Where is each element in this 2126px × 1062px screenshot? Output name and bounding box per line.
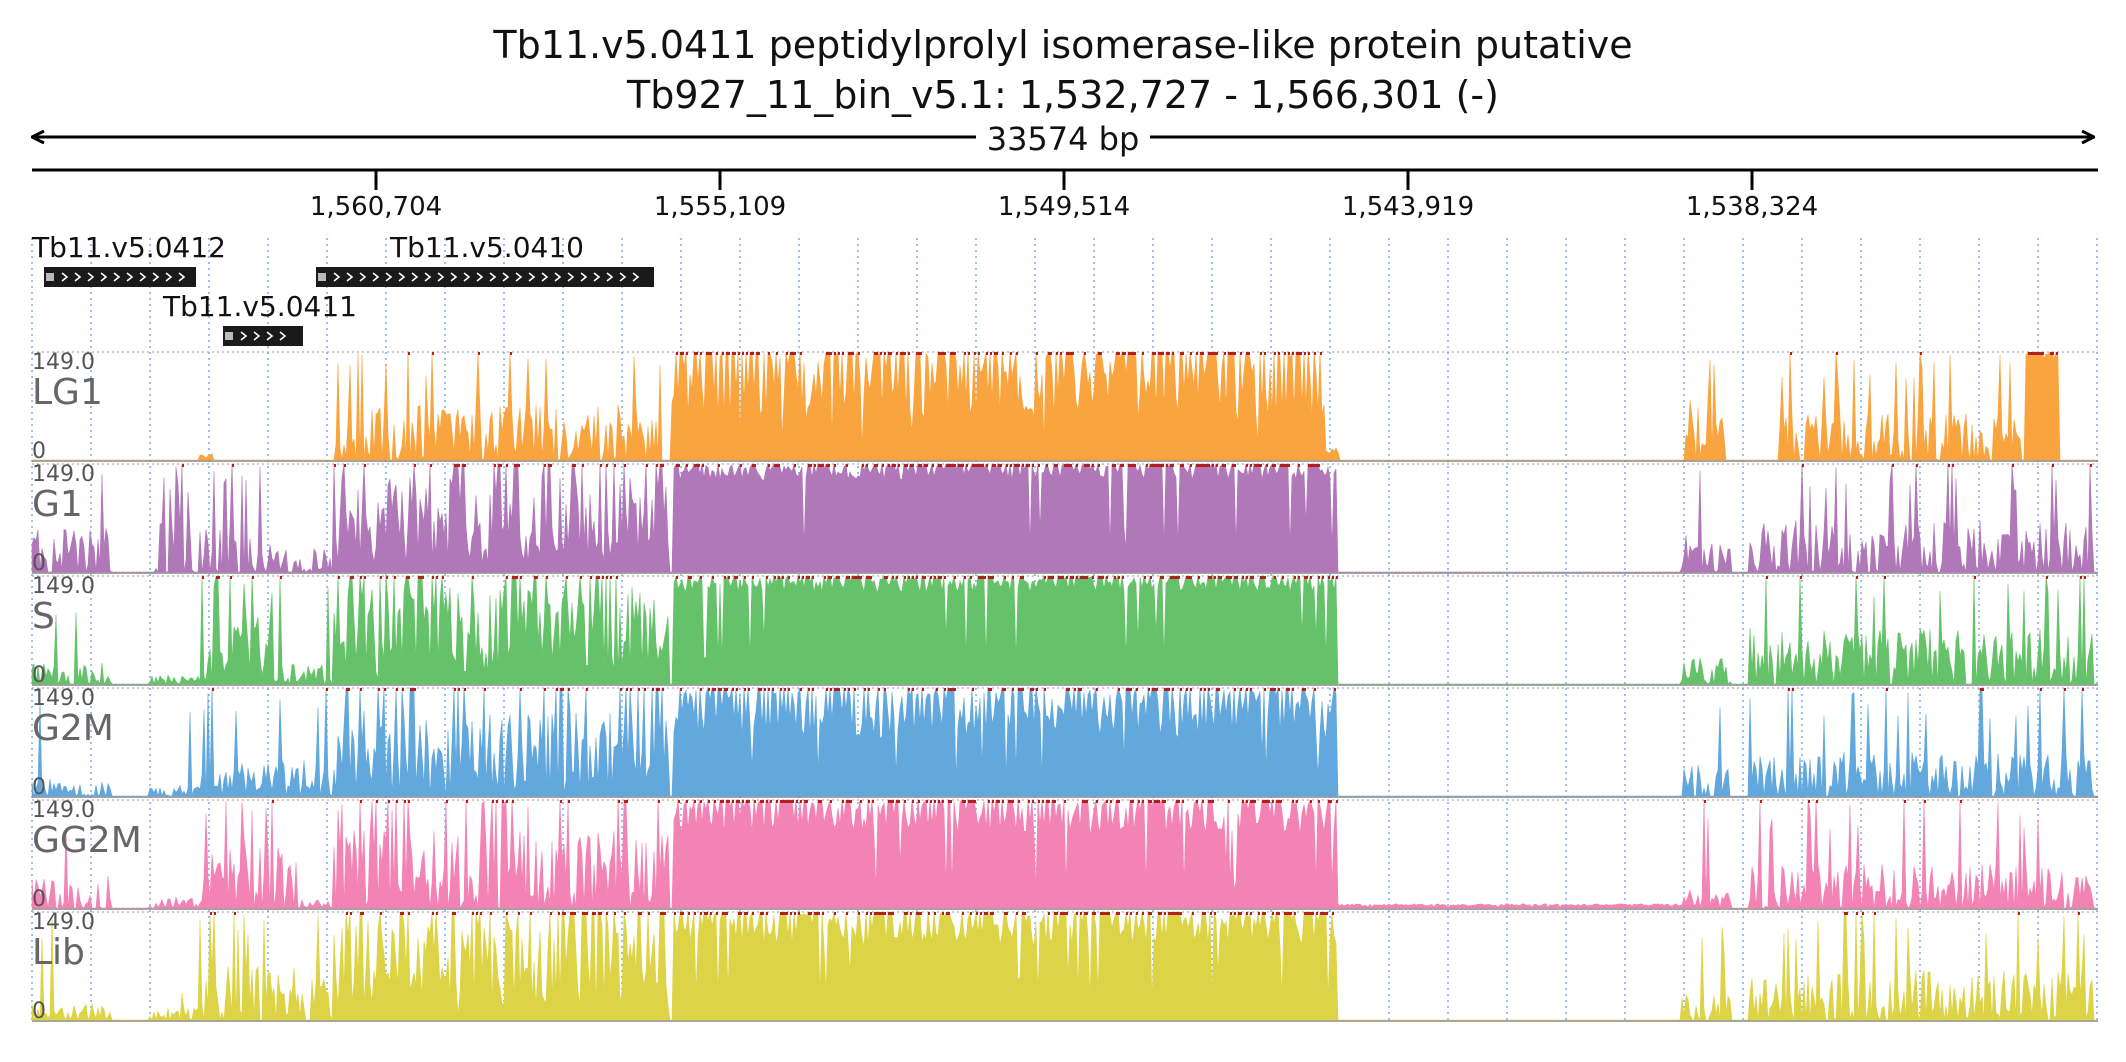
gene-start-marker bbox=[225, 332, 233, 340]
track-name-label: LG1 bbox=[32, 372, 103, 413]
coverage-area bbox=[31, 910, 2098, 1022]
gene-feature[interactable]: Tb11.v5.0410 bbox=[316, 231, 654, 287]
gene-track: Tb11.v5.0412 Tb11.v5.0411 Tb11.v5.0410 bbox=[31, 231, 654, 346]
saturation-markers bbox=[212, 688, 2084, 691]
gene-label: Tb11.v5.0411 bbox=[162, 290, 357, 323]
ruler-tick-label: 1,555,109 bbox=[654, 192, 786, 222]
track-g1: 149.0G1 0 bbox=[31, 462, 2098, 576]
strand-chevrons bbox=[333, 272, 640, 282]
saturation-markers bbox=[210, 912, 2080, 915]
track-max-label: 149.0 bbox=[32, 462, 95, 487]
track-min-label: 0 bbox=[32, 663, 46, 688]
gene-start-marker bbox=[46, 273, 54, 281]
track-min-label: 0 bbox=[32, 999, 46, 1024]
strand-chevrons bbox=[61, 272, 186, 282]
track-max-label: 149.0 bbox=[32, 910, 95, 935]
coverage-area bbox=[31, 574, 2098, 686]
gene-body bbox=[223, 326, 303, 346]
ruler-ticks: 1,560,704 1,555,109 1,549,514 1,543,919 1,53… bbox=[310, 170, 1818, 222]
track-name-label: S bbox=[32, 596, 55, 637]
ruler-tick-label: 1,543,919 bbox=[1342, 192, 1474, 222]
gene-label: Tb11.v5.0412 bbox=[31, 231, 226, 264]
track-max-label: 149.0 bbox=[32, 798, 95, 823]
gene-body bbox=[316, 267, 654, 287]
track-name-label: G2M bbox=[32, 708, 114, 749]
track-min-label: 0 bbox=[32, 551, 46, 576]
ruler-tick-label: 1,549,514 bbox=[998, 192, 1130, 222]
saturation-markers bbox=[182, 464, 2092, 467]
gene-start-marker bbox=[318, 273, 326, 281]
track-max-label: 149.0 bbox=[32, 686, 95, 711]
ruler-tick-label: 1,538,324 bbox=[1686, 192, 1818, 222]
saturation-markers bbox=[408, 352, 2058, 355]
ruler-tick-label: 1,560,704 bbox=[310, 192, 442, 222]
track-min-label: 0 bbox=[32, 439, 46, 464]
span-length-label: 33574 bp bbox=[987, 120, 1140, 158]
coverage-area bbox=[31, 798, 2098, 909]
strand-chevrons bbox=[240, 331, 287, 341]
track-s: 149.0S 0 bbox=[31, 574, 2098, 688]
coverage-area bbox=[31, 686, 2098, 798]
track-max-label: 149.0 bbox=[32, 350, 95, 375]
coverage-area bbox=[31, 462, 2098, 574]
track-name-label: Lib bbox=[32, 932, 85, 973]
coverage-area bbox=[32, 350, 2098, 462]
saturation-markers bbox=[272, 800, 1962, 803]
gene-feature[interactable]: Tb11.v5.0412 bbox=[31, 231, 226, 287]
track-name-label: G1 bbox=[32, 484, 83, 525]
saturation-markers bbox=[202, 576, 2086, 579]
track-min-label: 0 bbox=[32, 887, 46, 912]
track-name-label: GG2M bbox=[32, 820, 142, 861]
track-max-label: 149.0 bbox=[32, 574, 95, 599]
gene-label: Tb11.v5.0410 bbox=[389, 231, 584, 264]
locus-label: Tb927_11_bin_v5.1: 1,532,727 - 1,566,301… bbox=[626, 73, 1499, 117]
coverage-tracks: 149.0LG10149.0G10149.0S0149.0G2M0149.0GG… bbox=[31, 350, 2098, 1024]
track-min-label: 0 bbox=[32, 775, 46, 800]
gene-feature[interactable]: Tb11.v5.0411 bbox=[162, 290, 357, 346]
gene-title: Tb11.v5.0411 peptidylprolyl isomerase-li… bbox=[492, 23, 1632, 67]
